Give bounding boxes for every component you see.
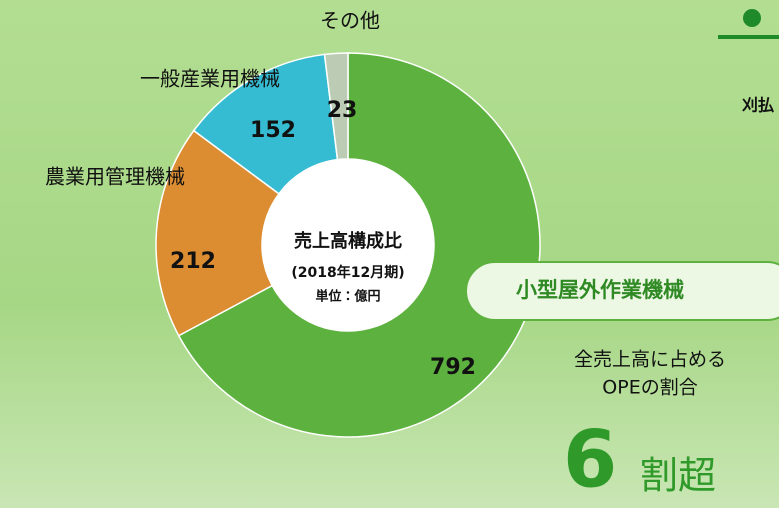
value-label: 792 [430, 355, 476, 380]
value-label: 152 [250, 118, 296, 143]
share-caption: OPEの割合 [602, 377, 697, 399]
page: 売上高構成比 (2018年12月期) 単位：億円 刈払 小型屋外作業機械 全売上… [0, 0, 779, 508]
category-label: 一般産業用機械 [140, 67, 280, 91]
share-suffix: 割超 [640, 454, 716, 498]
side-heading: 刈払 [742, 96, 774, 115]
value-label: 212 [170, 249, 216, 274]
share-big: 6 [563, 415, 617, 505]
center-title: 売上高構成比 [294, 230, 402, 252]
heading-dot [743, 9, 761, 27]
center-period: (2018年12月期) [291, 264, 404, 281]
category-label: 小型屋外作業機械 [516, 278, 684, 302]
share-caption: 全売上高に占める [574, 349, 726, 371]
center-unit: 単位：億円 [315, 289, 380, 305]
category-label: その他 [320, 9, 380, 33]
chart: 売上高構成比 (2018年12月期) 単位：億円 刈払 小型屋外作業機械 全売上… [0, 0, 779, 508]
category-label: 農業用管理機械 [45, 165, 185, 189]
value-label: 23 [327, 98, 358, 123]
